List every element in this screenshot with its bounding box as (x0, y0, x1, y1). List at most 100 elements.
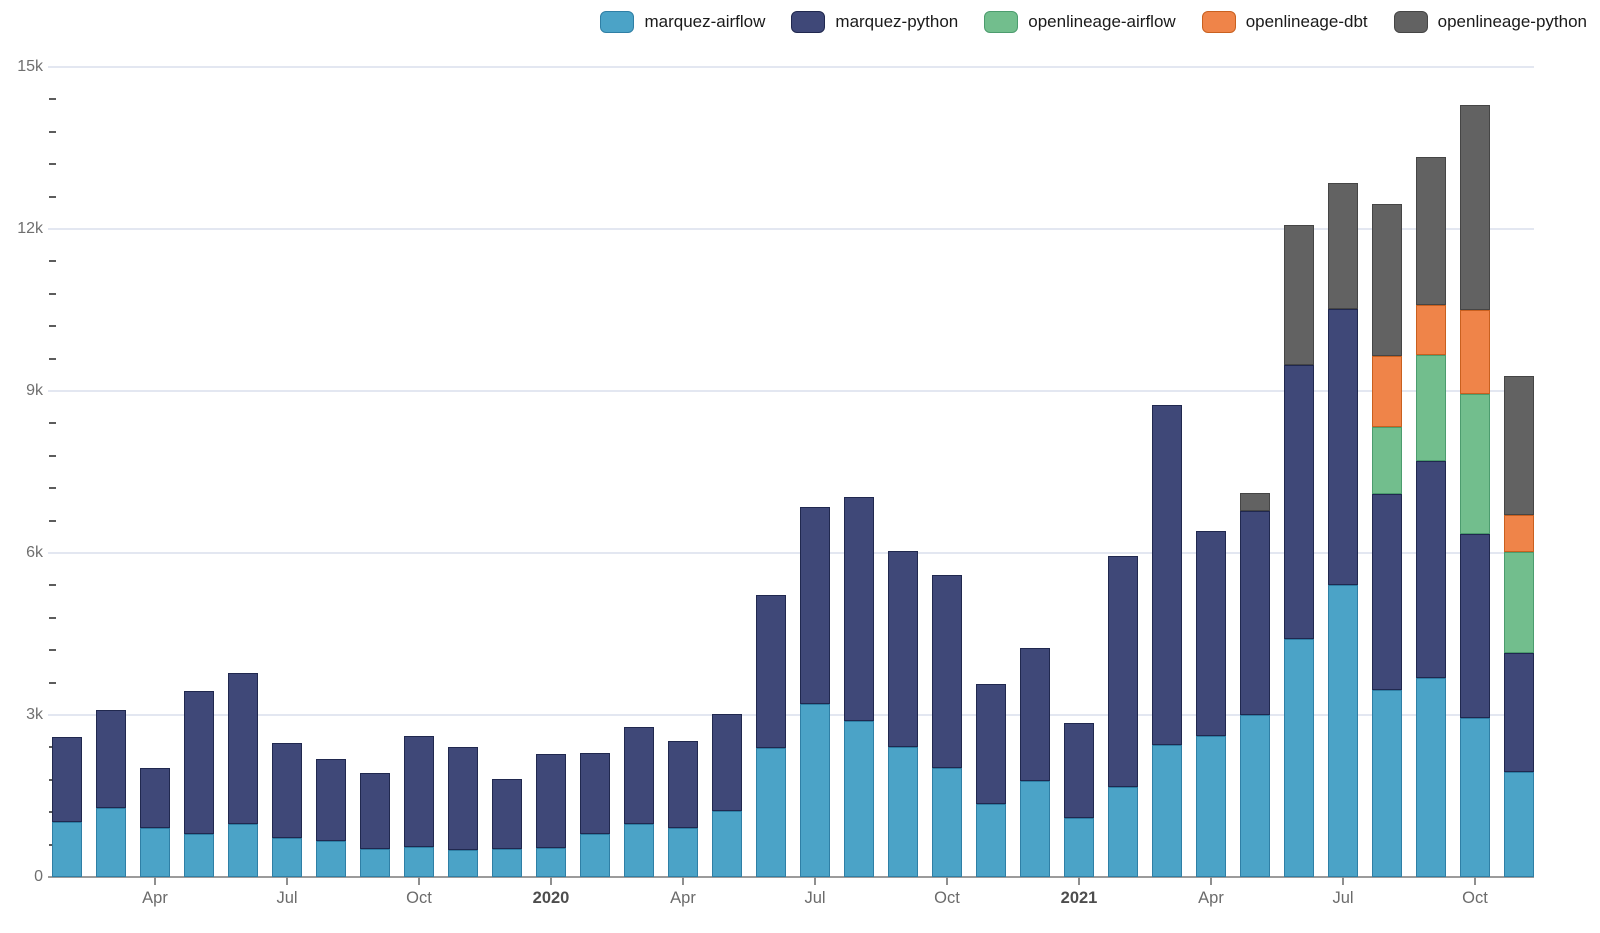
marquez-python-segment[interactable] (1064, 722, 1094, 818)
bar-jun-2019[interactable] (228, 672, 258, 877)
marquez-python-segment[interactable] (1372, 494, 1402, 691)
openlineage-python-segment[interactable] (1504, 375, 1534, 516)
marquez-airflow-segment[interactable] (668, 828, 698, 877)
marquez-airflow-segment[interactable] (184, 833, 214, 877)
bar-apr-2021[interactable] (1196, 530, 1226, 877)
marquez-airflow-segment[interactable] (492, 849, 522, 877)
marquez-python-segment[interactable] (580, 752, 610, 835)
openlineage-python-segment[interactable] (1372, 203, 1402, 356)
marquez-python-segment[interactable] (52, 736, 82, 822)
bar-sep-2019[interactable] (360, 772, 390, 877)
openlineage-dbt-segment[interactable] (1372, 355, 1402, 427)
marquez-python-segment[interactable] (536, 753, 566, 849)
bar-sep-2020[interactable] (888, 550, 918, 877)
legend-item-marquez-airflow[interactable]: marquez-airflow (600, 11, 765, 33)
marquez-airflow-segment[interactable] (1504, 771, 1534, 877)
marquez-python-segment[interactable] (668, 740, 698, 829)
openlineage-dbt-segment[interactable] (1460, 310, 1490, 394)
marquez-python-segment[interactable] (228, 672, 258, 824)
marquez-python-segment[interactable] (492, 778, 522, 850)
bar-may-2020[interactable] (712, 714, 742, 877)
marquez-python-segment[interactable] (1284, 364, 1314, 640)
bar-may-2021[interactable] (1240, 492, 1270, 877)
marquez-python-segment[interactable] (140, 767, 170, 829)
marquez-airflow-segment[interactable] (448, 850, 478, 877)
marquez-python-segment[interactable] (1460, 534, 1490, 718)
bar-jul-2019[interactable] (272, 742, 302, 877)
marquez-airflow-segment[interactable] (1328, 584, 1358, 877)
bar-jul-2021[interactable] (1328, 183, 1358, 877)
marquez-airflow-segment[interactable] (1372, 690, 1402, 877)
marquez-airflow-segment[interactable] (140, 828, 170, 877)
marquez-airflow-segment[interactable] (580, 834, 610, 877)
marquez-python-segment[interactable] (976, 684, 1006, 805)
marquez-python-segment[interactable] (272, 742, 302, 838)
bar-jan-2020[interactable] (536, 753, 566, 877)
openlineage-python-segment[interactable] (1460, 104, 1490, 311)
marquez-airflow-segment[interactable] (536, 848, 566, 877)
marquez-python-segment[interactable] (184, 690, 214, 834)
bar-jul-2020[interactable] (800, 507, 830, 877)
bar-dec-2020[interactable] (1020, 647, 1050, 877)
bar-nov-2021[interactable] (1504, 375, 1534, 877)
marquez-python-segment[interactable] (360, 772, 390, 849)
bar-apr-2019[interactable] (140, 767, 170, 877)
marquez-python-segment[interactable] (1416, 461, 1446, 678)
marquez-python-segment[interactable] (844, 496, 874, 722)
marquez-airflow-segment[interactable] (1196, 735, 1226, 877)
marquez-python-segment[interactable] (1152, 404, 1182, 746)
bar-aug-2021[interactable] (1372, 203, 1402, 877)
openlineage-airflow-segment[interactable] (1372, 426, 1402, 495)
marquez-airflow-segment[interactable] (800, 704, 830, 877)
bar-mar-2019[interactable] (96, 710, 126, 877)
marquez-airflow-segment[interactable] (1064, 817, 1094, 877)
bar-feb-2021[interactable] (1108, 556, 1138, 877)
bar-may-2019[interactable] (184, 690, 214, 877)
openlineage-airflow-segment[interactable] (1504, 551, 1534, 654)
marquez-python-segment[interactable] (624, 726, 654, 825)
bar-feb-2019[interactable] (52, 736, 82, 877)
marquez-airflow-segment[interactable] (1460, 717, 1490, 877)
bar-mar-2021[interactable] (1152, 404, 1182, 877)
marquez-airflow-segment[interactable] (1152, 745, 1182, 877)
bar-apr-2020[interactable] (668, 740, 698, 877)
marquez-airflow-segment[interactable] (1240, 715, 1270, 877)
openlineage-python-segment[interactable] (1284, 225, 1314, 365)
legend-item-openlineage-dbt[interactable]: openlineage-dbt (1201, 11, 1368, 33)
marquez-airflow-segment[interactable] (888, 746, 918, 877)
bar-aug-2020[interactable] (844, 496, 874, 877)
marquez-airflow-segment[interactable] (228, 823, 258, 877)
openlineage-airflow-segment[interactable] (1416, 354, 1446, 462)
bar-dec-2019[interactable] (492, 778, 522, 877)
bar-nov-2020[interactable] (976, 684, 1006, 877)
marquez-airflow-segment[interactable] (624, 824, 654, 877)
openlineage-python-segment[interactable] (1328, 183, 1358, 309)
marquez-python-segment[interactable] (1020, 647, 1050, 781)
bar-feb-2020[interactable] (580, 752, 610, 877)
marquez-python-segment[interactable] (800, 507, 830, 705)
marquez-python-segment[interactable] (1504, 653, 1534, 772)
bar-nov-2019[interactable] (448, 746, 478, 877)
bar-jan-2021[interactable] (1064, 722, 1094, 877)
marquez-airflow-segment[interactable] (756, 748, 786, 877)
marquez-airflow-segment[interactable] (976, 804, 1006, 877)
openlineage-python-segment[interactable] (1416, 156, 1446, 306)
marquez-python-segment[interactable] (316, 758, 346, 842)
marquez-python-segment[interactable] (448, 746, 478, 850)
marquez-airflow-segment[interactable] (932, 768, 962, 877)
marquez-python-segment[interactable] (756, 595, 786, 749)
marquez-airflow-segment[interactable] (1108, 786, 1138, 877)
legend-item-openlineage-airflow[interactable]: openlineage-airflow (984, 11, 1176, 33)
marquez-airflow-segment[interactable] (712, 810, 742, 877)
marquez-airflow-segment[interactable] (96, 807, 126, 877)
bar-oct-2020[interactable] (932, 574, 962, 877)
marquez-python-segment[interactable] (888, 550, 918, 747)
marquez-python-segment[interactable] (1196, 530, 1226, 736)
marquez-airflow-segment[interactable] (844, 721, 874, 877)
bar-mar-2020[interactable] (624, 726, 654, 877)
marquez-airflow-segment[interactable] (1284, 639, 1314, 877)
bar-jun-2020[interactable] (756, 595, 786, 877)
marquez-airflow-segment[interactable] (52, 821, 82, 877)
bar-oct-2021[interactable] (1460, 104, 1490, 877)
marquez-python-segment[interactable] (712, 714, 742, 811)
